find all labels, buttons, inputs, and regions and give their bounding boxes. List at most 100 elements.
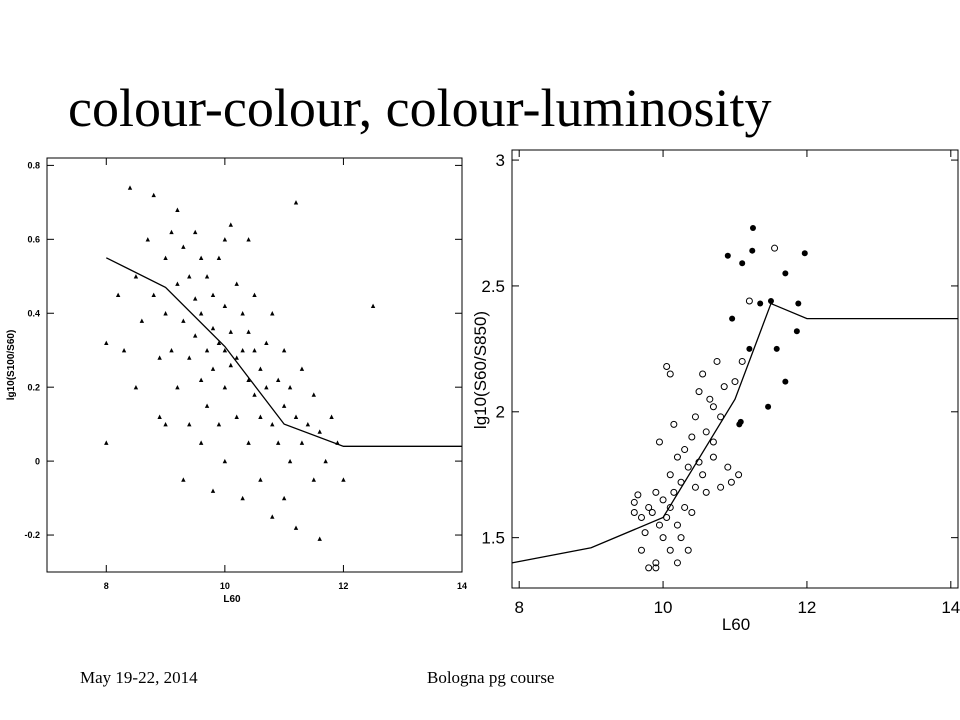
x-axis-label: L60 (722, 615, 750, 634)
data-point (666, 546, 674, 554)
data-point (204, 403, 210, 408)
data-point (666, 370, 674, 378)
data-point (246, 329, 251, 334)
data-point (193, 296, 198, 301)
data-point (767, 298, 774, 305)
plot-frame (46, 157, 463, 573)
data-point (133, 384, 139, 390)
y-tick-label: 1.5 (481, 529, 505, 548)
data-point (157, 355, 162, 360)
data-point (175, 384, 180, 390)
data-point (210, 292, 216, 297)
data-point (287, 458, 293, 464)
data-point (258, 477, 263, 482)
data-point (198, 440, 204, 445)
data-point (240, 495, 245, 501)
data-point (198, 377, 204, 382)
data-point (677, 534, 685, 542)
x-tick-label: 14 (457, 581, 467, 591)
data-point (187, 274, 192, 279)
data-point (736, 421, 743, 428)
data-point (673, 559, 681, 567)
data-point (198, 311, 204, 316)
data-point (210, 488, 216, 493)
data-point (652, 559, 660, 567)
data-point (228, 329, 233, 334)
data-point (645, 503, 653, 511)
data-point (637, 514, 645, 522)
data-point (163, 421, 168, 427)
data-point (204, 348, 210, 353)
data-point (717, 483, 725, 491)
data-point (281, 348, 287, 353)
data-point (630, 498, 638, 506)
y-tick-label: 0.2 (27, 382, 40, 392)
data-point (695, 388, 703, 396)
data-point (801, 250, 808, 257)
y-axis-label: lg10(S100/S60) (6, 330, 17, 401)
data-point (663, 362, 671, 370)
data-point (222, 384, 228, 390)
x-axis-label: L60 (223, 594, 241, 605)
data-point (702, 488, 710, 496)
data-point (216, 255, 222, 261)
x-tick-label: 12 (797, 598, 816, 617)
data-point (121, 348, 127, 353)
data-point (127, 185, 133, 190)
data-point (709, 403, 717, 411)
data-point (270, 311, 275, 316)
data-point (729, 315, 736, 322)
data-point (246, 377, 251, 382)
data-point (293, 525, 299, 530)
data-point (311, 392, 316, 397)
data-point (157, 414, 162, 419)
data-point (115, 292, 121, 297)
data-point (745, 297, 753, 305)
data-point (175, 207, 180, 212)
x-tick-label: 12 (338, 581, 348, 591)
data-point (684, 546, 692, 554)
data-point (771, 244, 779, 252)
data-point (659, 534, 667, 542)
data-point (688, 508, 696, 516)
data-point (691, 413, 699, 421)
data-point (713, 357, 721, 365)
data-point (738, 357, 746, 365)
data-point (673, 453, 681, 461)
data-point (151, 192, 156, 198)
data-point (222, 348, 228, 353)
x-tick-label: 8 (514, 598, 523, 617)
data-point (670, 420, 678, 428)
data-point (757, 300, 764, 307)
data-point (765, 403, 772, 410)
y-tick-label: 2 (496, 403, 505, 422)
data-point (699, 471, 707, 479)
data-point (187, 355, 192, 360)
data-point (724, 252, 731, 259)
data-point (317, 429, 322, 434)
model-line (105, 257, 462, 447)
data-point (293, 200, 299, 205)
data-point (222, 303, 228, 309)
plot-frame (511, 149, 959, 589)
data-point (681, 503, 689, 511)
data-point (793, 328, 800, 335)
data-point (749, 225, 756, 232)
data-point (652, 488, 660, 496)
data-point (706, 395, 714, 403)
data-point (276, 377, 281, 382)
data-point (681, 446, 689, 454)
data-point (699, 370, 707, 378)
data-point (782, 378, 789, 385)
data-point (228, 222, 233, 227)
data-point (169, 348, 174, 353)
data-point (299, 366, 305, 371)
y-tick-label: -0.2 (24, 530, 40, 540)
data-point (746, 345, 753, 352)
data-point (104, 440, 109, 445)
data-point (181, 318, 186, 323)
data-point (305, 421, 311, 427)
data-point (773, 345, 780, 352)
data-point (234, 281, 239, 286)
